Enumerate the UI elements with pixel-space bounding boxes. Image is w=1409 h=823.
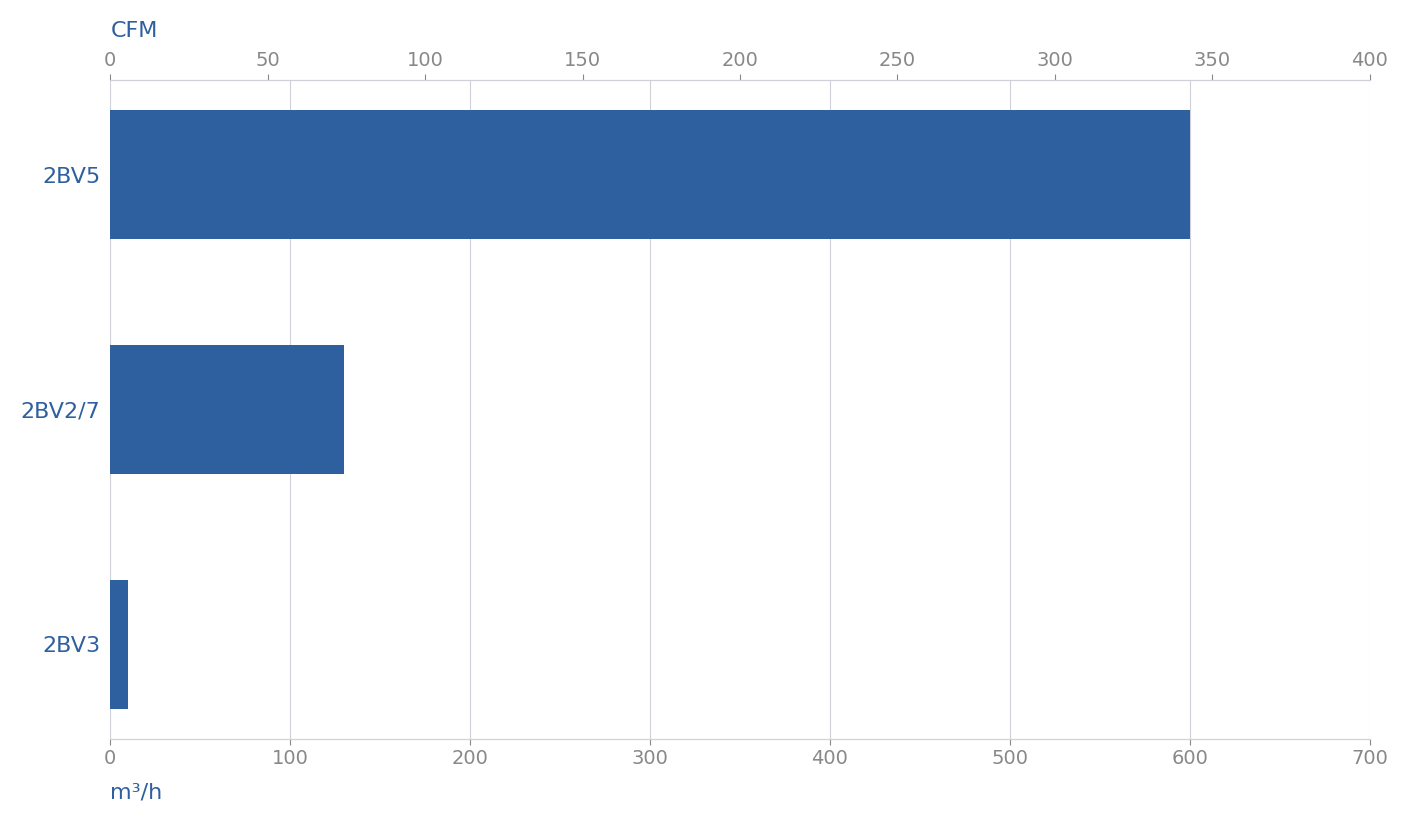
Bar bbox=[110, 110, 1189, 239]
Bar bbox=[110, 579, 128, 709]
Bar bbox=[110, 345, 344, 474]
X-axis label: CFM: CFM bbox=[110, 21, 158, 41]
X-axis label: m³/h: m³/h bbox=[110, 782, 162, 802]
